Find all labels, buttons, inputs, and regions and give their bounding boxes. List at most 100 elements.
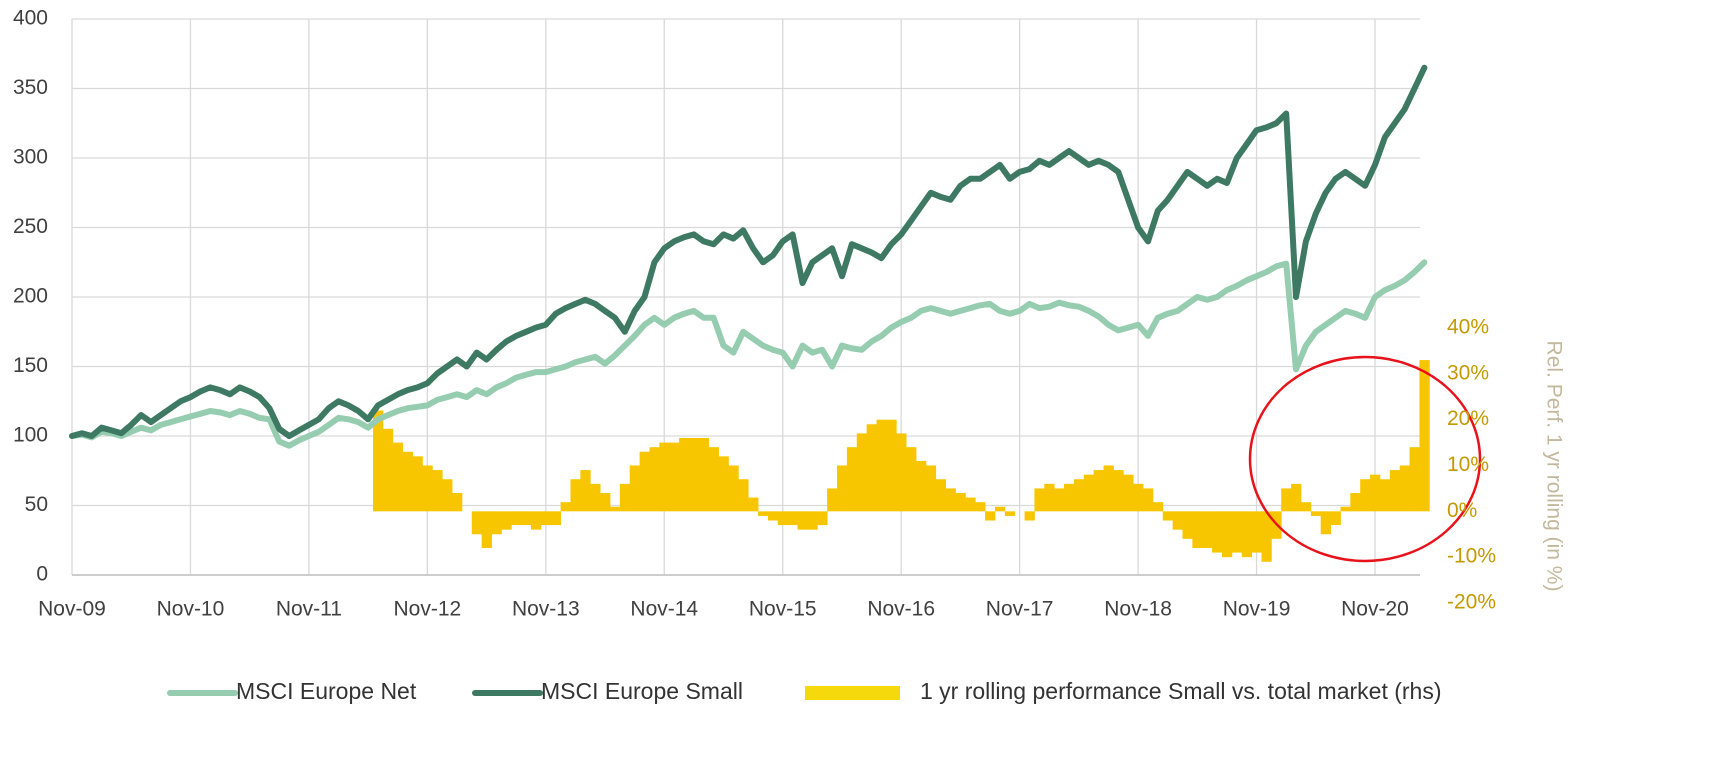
series-line [69,64,1428,439]
bar [688,438,700,512]
y2-tick-label: 30% [1447,361,1489,384]
bar [609,506,621,512]
bar [432,470,443,512]
bar [1360,479,1371,512]
bar [1192,511,1203,548]
bar [876,419,887,512]
bar [866,424,877,512]
y2-tick-label: 0% [1447,499,1477,522]
bar [738,479,749,512]
bar [679,438,690,512]
bar [560,502,571,512]
bar [1044,483,1055,512]
y-tick-label: 350 [13,76,48,99]
bar [1182,511,1193,539]
bar [1143,488,1154,512]
bar [452,493,463,512]
y-tick-label: 100 [13,424,48,447]
highlight-circle [1248,355,1482,563]
bar [827,488,838,512]
bar [649,447,660,512]
bar [382,428,394,512]
bar [1103,465,1114,512]
bar [1399,465,1410,512]
bar [925,465,937,512]
lines [69,64,1428,449]
y-tick-label: 300 [13,146,48,169]
y-tick-label: 0 [36,563,48,586]
bar [846,447,858,512]
bar [1261,511,1272,562]
bar [1113,470,1124,512]
bar [1419,360,1430,512]
bar [758,511,769,516]
bar [1172,511,1183,530]
bar [639,451,650,512]
bar [422,465,433,512]
bar [955,493,966,512]
bar [817,511,828,526]
bar [965,497,976,512]
y2-tick-label: 40% [1447,316,1489,339]
x-tick-label: Nov-14 [630,598,698,621]
bar [886,419,897,512]
bar [787,511,798,526]
bar [837,465,848,512]
bar [1291,483,1302,512]
bar [1310,511,1322,516]
bar [619,483,631,512]
bar [550,511,562,526]
x-tick-label: Nov-12 [394,598,462,621]
bar [915,460,927,512]
bar [1231,511,1243,553]
y-tick-label: 50 [25,493,48,516]
x-tick-label: Nov-10 [157,598,225,621]
bar [1152,502,1164,512]
x-tick-label: Nov-17 [986,598,1054,621]
bar [412,456,423,512]
y-tick-label: 400 [13,7,48,30]
bar [1340,506,1351,512]
y2-tick-label: 20% [1447,407,1489,430]
y2-tick-label: -10% [1447,545,1496,568]
bar [1320,511,1331,535]
bar [994,506,1006,512]
x-tick-label: Nov-16 [867,598,935,621]
legend-label: 1 yr rolling performance Small vs. total… [920,678,1442,704]
y-tick-label: 200 [13,285,48,308]
bar [797,511,808,530]
y2-tick-label: 10% [1447,453,1489,476]
x-tick-label: Nov-18 [1104,598,1172,621]
bar [1133,483,1144,512]
bar [1389,470,1401,512]
bar [501,511,512,530]
bar [669,442,680,512]
bar [807,511,818,530]
bar [590,483,601,512]
x-tick-label: Nov-19 [1223,598,1291,621]
bar [1241,511,1253,558]
legend-swatch [805,686,900,700]
bar [1083,474,1095,512]
bar [748,497,759,512]
bar [659,442,670,512]
bar [481,511,492,548]
y-tick-label: 150 [13,354,48,377]
bar [975,502,986,512]
legend-label: MSCI Europe Net [236,678,417,704]
y2-axis-title: Rel. Perf. 1 yr rolling (in %) [1542,341,1565,592]
grid [71,18,1420,576]
legend-label: MSCI Europe Small [541,678,743,704]
bar [1350,493,1361,512]
bar [1093,470,1104,512]
bar [1123,474,1134,512]
x-tick-label: Nov-09 [38,598,106,621]
bar [442,479,453,512]
bar [600,493,611,512]
x-tick-label: Nov-11 [276,598,342,621]
bar [1281,488,1292,512]
bar [511,511,522,526]
x-tick-label: Nov-13 [512,598,580,621]
bar [521,511,532,526]
bar [1409,447,1420,512]
